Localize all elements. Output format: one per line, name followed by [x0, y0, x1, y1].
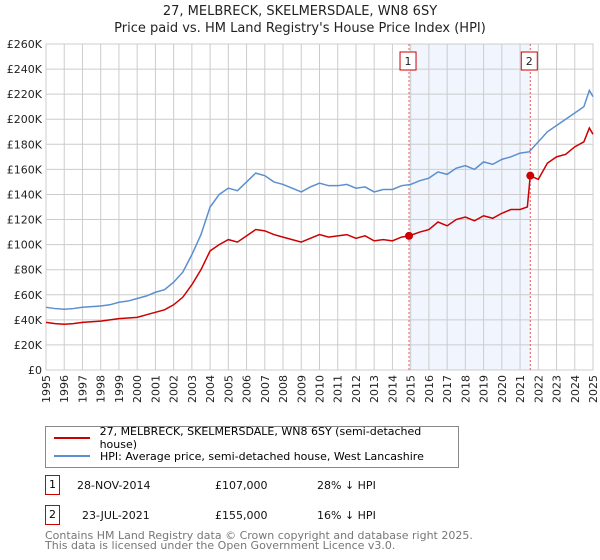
transaction-price: £155,000: [215, 509, 268, 522]
transaction-diff: 28% ↓ HPI: [317, 479, 376, 492]
transaction-badge: 1: [45, 475, 60, 495]
legend-swatch-property: [54, 437, 90, 439]
y-tick-label: £140K: [7, 188, 43, 201]
x-tick-label: 2011: [332, 375, 345, 403]
y-tick-label: £160K: [7, 163, 43, 176]
sale-marker-label: 2: [526, 55, 533, 68]
y-tick-label: £120K: [7, 214, 43, 227]
chart-title: 27, MELBRECK, SKELMERSDALE, WN8 6SY: [162, 4, 438, 19]
x-tick-label: 2025: [587, 375, 600, 403]
x-tick-label: 2024: [569, 375, 582, 403]
y-tick-label: £260K: [7, 38, 43, 51]
x-tick-label: 2015: [405, 375, 418, 403]
x-tick-label: 2018: [459, 375, 472, 403]
x-tick-label: 2004: [204, 375, 217, 403]
x-tick-label: 2002: [168, 375, 181, 403]
y-tick-label: £40K: [14, 314, 43, 327]
hpi-line: [45, 88, 594, 310]
transaction-badge: 2: [45, 505, 60, 525]
x-tick-label: 2017: [441, 375, 454, 403]
footer-line: This data is licensed under the Open Gov…: [45, 539, 396, 552]
y-tick-label: £80K: [14, 264, 43, 277]
y-tick-label: £100K: [7, 239, 43, 252]
x-tick-label: 2014: [386, 375, 399, 403]
footer-line: Contains HM Land Registry data © Crown c…: [45, 529, 473, 542]
x-tick-label: 2012: [350, 375, 363, 403]
x-tick-label: 2005: [222, 375, 235, 403]
x-tick-label: 2013: [368, 375, 381, 403]
y-tick-label: £200K: [7, 113, 43, 126]
y-tick-label: £0: [28, 364, 42, 377]
y-tick-label: £240K: [7, 63, 43, 76]
x-tick-label: 2023: [551, 375, 564, 403]
x-tick-label: 2008: [277, 375, 290, 403]
x-tick-label: 1997: [76, 375, 89, 403]
x-tick-label: 2016: [423, 375, 436, 403]
transaction-price: £107,000: [215, 479, 268, 492]
legend: 27, MELBRECK, SKELMERSDALE, WN8 6SY (sem…: [45, 425, 459, 468]
transaction-date: 28-NOV-2014: [77, 479, 151, 492]
y-tick-label: £180K: [7, 138, 43, 151]
y-tick-label: £20K: [14, 339, 43, 352]
transaction-date: 23-JUL-2021: [82, 509, 150, 522]
x-tick-label: 2009: [295, 375, 308, 403]
x-tick-label: 2022: [532, 375, 545, 403]
x-tick-label: 1996: [58, 375, 71, 403]
sale-marker-box: [399, 51, 417, 71]
x-tick-label: 2000: [131, 375, 144, 403]
x-tick-label: 1998: [95, 375, 108, 403]
legend-swatch-hpi: [54, 455, 90, 457]
sale-marker-label: 1: [405, 55, 412, 68]
sale-marker-box: [520, 51, 538, 71]
price-chart: 1995 1996 1997 1998 1999 2000 2001 2002 2003 2004…: [7, 38, 600, 403]
property-price-line: [45, 126, 594, 325]
legend-label-property: 27, MELBRECK, SKELMERSDALE, WN8 6SY (sem…: [99, 425, 422, 451]
y-tick-label: £60K: [14, 289, 43, 302]
x-tick-label: 2020: [496, 375, 509, 403]
x-tick-label: 2010: [314, 375, 327, 403]
sale-point: [405, 231, 414, 240]
sale-point: [526, 171, 535, 180]
legend-label-hpi: HPI: Average price, semi-detached house,…: [100, 449, 424, 463]
y-tick-label: £220K: [7, 88, 43, 101]
transaction-diff: 16% ↓ HPI: [317, 509, 376, 522]
x-tick-label: 1999: [113, 375, 126, 403]
x-tick-label: 2019: [478, 375, 491, 403]
x-tick-label: 1995: [40, 375, 53, 403]
plot-frame: [45, 43, 594, 371]
x-tick-label: 2003: [186, 375, 199, 403]
x-tick-label: 2007: [259, 375, 272, 403]
x-tick-label: 2006: [241, 375, 254, 403]
x-tick-label: 2001: [149, 375, 162, 403]
x-tick-label: 2021: [514, 375, 527, 403]
footer: Contains HM Land Registry data © Crown c…: [45, 529, 473, 552]
sale-period-shade: [409, 44, 531, 370]
chart-subtitle: Price paid vs. HM Land Registry's House …: [114, 21, 486, 36]
